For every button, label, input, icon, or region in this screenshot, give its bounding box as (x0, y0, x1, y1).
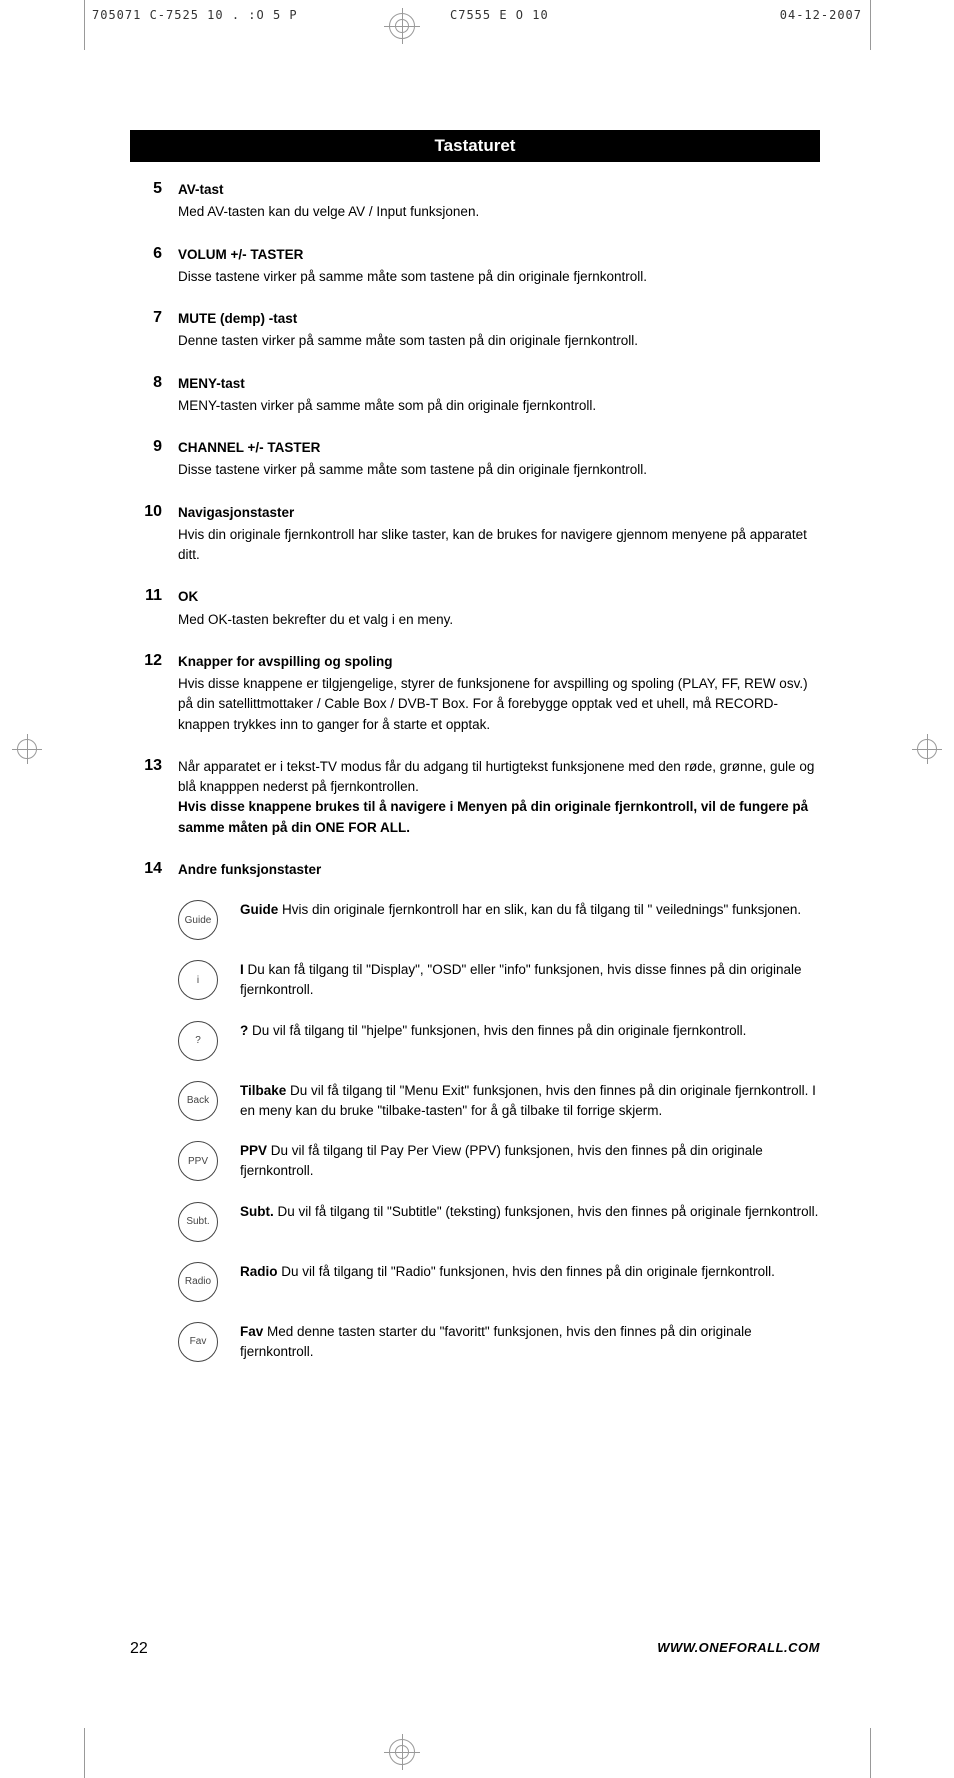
item-body: Disse tastene virker på samme måte som t… (178, 462, 647, 477)
function-text: I Du kan få tilgang til "Display", "OSD"… (240, 960, 820, 1001)
item-heading: Andre funksjonstaster (178, 860, 820, 880)
function-text: ? Du vil få tilgang til "hjelpe" funksjo… (240, 1021, 820, 1041)
item-content: VOLUM +/- TASTER Disse tastene virker på … (178, 245, 820, 288)
item-content: MUTE (demp) -tast Denne tasten virker på … (178, 309, 820, 352)
item-13: 13 Når apparatet er i tekst-TV modus får… (130, 757, 820, 838)
item-body: Med OK-tasten bekrefter du et valg i en … (178, 612, 453, 627)
item-heading: MENY-tast (178, 374, 820, 394)
header-right: 04-12-2007 (780, 8, 862, 22)
item: 6VOLUM +/- TASTER Disse tastene virker på… (130, 245, 820, 288)
item-number: 14 (130, 860, 178, 882)
function-text: Tilbake Du vil få tilgang til "Menu Exit… (240, 1081, 820, 1122)
back-icon: Back (178, 1081, 218, 1121)
item-content: Navigasjonstaster Hvis din originale fjer… (178, 503, 820, 566)
item: 10Navigasjonstaster Hvis din originale fj… (130, 503, 820, 566)
item: 11OK Med OK-tasten bekrefter du et valg i… (130, 587, 820, 630)
item-content: OK Med OK-tasten bekrefter du et valg i e… (178, 587, 820, 630)
footer: 22 WWW.ONEFORALL.COM (130, 1640, 820, 1658)
item-content: CHANNEL +/- TASTER Disse tastene virker p… (178, 438, 820, 481)
item-number: 11 (130, 587, 178, 630)
item-number: 13 (130, 757, 178, 838)
item-content: Når apparatet er i tekst-TV modus får du… (178, 757, 820, 838)
item: 12Knapper for avspilling og spoling Hvis … (130, 652, 820, 735)
item13-p2: Hvis disse knappene brukes til å naviger… (178, 799, 808, 834)
item: 5AV-tast Med AV-tasten kan du velge AV / … (130, 180, 820, 223)
i-icon: i (178, 960, 218, 1000)
item-body: Denne tasten virker på samme måte som ta… (178, 333, 638, 348)
function-row: Subt. Subt. Du vil få tilgang til "Subtit… (178, 1202, 820, 1242)
item: 7MUTE (demp) -tast Denne tasten virker på… (130, 309, 820, 352)
item-heading: OK (178, 587, 820, 607)
radio-icon: Radio (178, 1262, 218, 1302)
item-content: MENY-tast MENY-tasten virker på samme måt… (178, 374, 820, 417)
function-row: Guide Guide Hvis din originale fjernkontr… (178, 900, 820, 940)
function-row: PPV PPV Du vil få tilgang til Pay Per Vie… (178, 1141, 820, 1182)
function-text: Fav Med denne tasten starter du "favorit… (240, 1322, 820, 1363)
item-heading: Navigasjonstaster (178, 503, 820, 523)
item-heading: CHANNEL +/- TASTER (178, 438, 820, 458)
item-body: Hvis din originale fjernkontroll har sli… (178, 527, 807, 562)
page-number: 22 (130, 1640, 148, 1658)
function-row: ? ? Du vil få tilgang til "hjelpe" funksj… (178, 1021, 820, 1061)
item-content: Andre funksjonstaster (178, 860, 820, 882)
item-heading: Knapper for avspilling og spoling (178, 652, 820, 672)
function-text: Guide Hvis din originale fjernkontroll h… (240, 900, 820, 920)
item-number: 12 (130, 652, 178, 735)
item-body: Disse tastene virker på samme måte som t… (178, 269, 647, 284)
item-content: AV-tast Med AV-tasten kan du velge AV / I… (178, 180, 820, 223)
item-heading: MUTE (demp) -tast (178, 309, 820, 329)
item-body: MENY-tasten virker på samme måte som på … (178, 398, 596, 413)
page-title: Tastaturet (130, 130, 820, 162)
function-row: Back Tilbake Du vil få tilgang til "Menu … (178, 1081, 820, 1122)
subt-icon: Subt. (178, 1202, 218, 1242)
guide-icon: Guide (178, 900, 218, 940)
function-text: PPV Du vil få tilgang til Pay Per View (… (240, 1141, 820, 1182)
function-text: Radio Du vil få tilgang til "Radio" funk… (240, 1262, 820, 1282)
function-row: Radio Radio Du vil få tilgang til "Radio"… (178, 1262, 820, 1302)
item-heading: VOLUM +/- TASTER (178, 245, 820, 265)
item-number: 8 (130, 374, 178, 417)
item-content: Knapper for avspilling og spoling Hvis di… (178, 652, 820, 735)
item: 8MENY-tast MENY-tasten virker på samme må… (130, 374, 820, 417)
item-number: 9 (130, 438, 178, 481)
ppv-icon: PPV (178, 1141, 218, 1181)
item-heading: AV-tast (178, 180, 820, 200)
function-row: Fav Fav Med denne tasten starter du "favo… (178, 1322, 820, 1363)
footer-url: WWW.ONEFORALL.COM (657, 1640, 820, 1658)
item13-p1: Når apparatet er i tekst-TV modus får du… (178, 759, 814, 794)
item-14: 14 Andre funksjonstaster (130, 860, 820, 882)
item-number: 7 (130, 309, 178, 352)
page-content: Tastaturet 5AV-tast Med AV-tasten kan du … (130, 130, 820, 1382)
item-number: 10 (130, 503, 178, 566)
function-text: Subt. Du vil få tilgang til "Subtitle" (… (240, 1202, 820, 1222)
item: 9CHANNEL +/- TASTER Disse tastene virker … (130, 438, 820, 481)
header-left: 705071 C-7525 10 . :O 5 P (92, 8, 298, 22)
fav-icon: Fav (178, 1322, 218, 1362)
item-number: 5 (130, 180, 178, 223)
function-row: i I Du kan få tilgang til "Display", "OSD… (178, 960, 820, 1001)
item-body: Hvis disse knappene er tilgjengelige, st… (178, 676, 808, 732)
item-body: Med AV-tasten kan du velge AV / Input fu… (178, 204, 479, 219)
-icon: ? (178, 1021, 218, 1061)
header-mid: C7555 E O 10 (450, 8, 549, 22)
item-number: 6 (130, 245, 178, 288)
